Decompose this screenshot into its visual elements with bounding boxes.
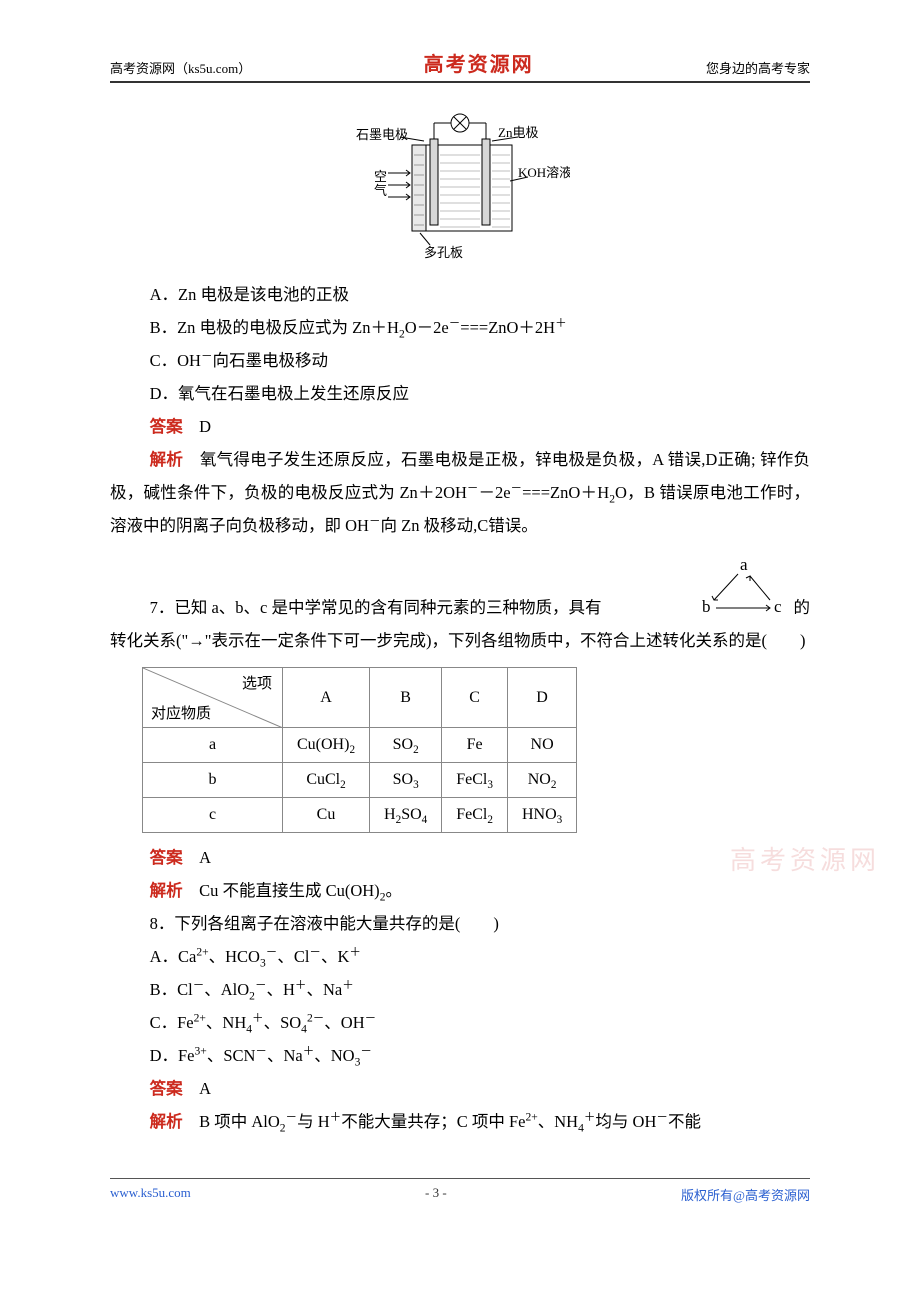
- q8-stem: 8．下列各组离子在溶液中能大量共存的是( ): [110, 907, 810, 940]
- footer-left: www.ks5u.com: [110, 1185, 191, 1204]
- q8-opt-d: D．Fe3+、SCN－、Na＋、NO3－: [110, 1039, 810, 1072]
- label-air1: 空: [374, 169, 387, 184]
- q7-answer: 答案 A: [110, 841, 810, 874]
- label-koh: KOH溶液: [518, 165, 570, 180]
- col-d: D: [507, 668, 576, 728]
- col-b: B: [370, 668, 442, 728]
- q8-opt-a: A．Ca2+、HCO3－、Cl－、K＋: [110, 940, 810, 973]
- footer-right: 版权所有@高考资源网: [681, 1185, 810, 1204]
- q6-opt-a: A．Zn 电极是该电池的正极: [110, 278, 810, 311]
- explain-label: 解析: [150, 450, 184, 469]
- label-air2: 气: [374, 183, 387, 198]
- label-porous: 多孔板: [424, 245, 463, 260]
- q7-explain: 解析 Cu 不能直接生成 Cu(OH)2。: [110, 874, 810, 907]
- q6-explain: 解析 氧气得电子发生还原反应，石墨电极是正极，锌电极是负极，A 错误,D正确; …: [110, 443, 810, 542]
- q8-explain: 解析 B 项中 AlO2－与 H＋不能大量共存；C 项中 Fe2+、NH4＋均与…: [110, 1105, 810, 1138]
- battery-svg: 石墨电极 Zn电极 KOH溶液 空 气 多孔板: [350, 111, 570, 261]
- table-row: b CuCl2 SO3 FeCl3 NO2: [143, 763, 577, 798]
- battery-diagram: 石墨电极 Zn电极 KOH溶液 空 气 多孔板: [110, 111, 810, 266]
- q6-answer: 答案 D: [110, 410, 810, 443]
- svg-text:c: c: [774, 597, 782, 616]
- label-graphite: 石墨电极: [356, 127, 408, 142]
- svg-text:a: a: [740, 556, 748, 574]
- table-diag-cell: 选项 对应物质: [143, 668, 283, 728]
- q7-triangle: a b c: [700, 556, 788, 622]
- col-a: A: [283, 668, 370, 728]
- q6-opt-b: B．Zn 电极的电极反应式为 Zn＋H2O－2e－===ZnO＋2H＋: [110, 311, 810, 344]
- footer-center: - 3 -: [425, 1185, 447, 1204]
- q7-row1: 7．已知 a、b、c 是中学常见的含有同种元素的三种物质，具有 a b c 的: [110, 556, 810, 624]
- page-footer: www.ks5u.com - 3 - 版权所有@高考资源网: [110, 1178, 810, 1204]
- label-zn: Zn电极: [498, 125, 538, 140]
- table-row: a Cu(OH)2 SO2 Fe NO: [143, 728, 577, 763]
- q7-line2: 转化关系("→"表示在一定条件下可一步完成)，下列各组物质中，不符合上述转化关系…: [110, 624, 810, 657]
- q6-opt-d: D．氧气在石墨电极上发生还原反应: [110, 377, 810, 410]
- page-header: 高考资源网（ks5u.com） 高考资源网 您身边的高考专家: [110, 48, 810, 81]
- q8-opt-c: C．Fe2+、NH4＋、SO42－、OH－: [110, 1006, 810, 1039]
- col-c: C: [442, 668, 508, 728]
- svg-text:b: b: [702, 597, 711, 616]
- q7-table: 选项 对应物质 A B C D a Cu(OH)2 SO2 Fe NO b Cu…: [142, 667, 577, 833]
- header-rule: [110, 81, 810, 83]
- answer-label: 答案: [150, 417, 183, 436]
- header-left: 高考资源网（ks5u.com）: [110, 58, 251, 77]
- q6-opt-c: C．OH－向石墨电极移动: [110, 344, 810, 377]
- header-right: 您身边的高考专家: [706, 58, 810, 77]
- q8-opt-b: B．Cl－、AlO2－、H＋、Na＋: [110, 973, 810, 1006]
- header-center-logo: 高考资源网: [424, 48, 534, 77]
- table-row: c Cu H2SO4 FeCl2 HNO3: [143, 798, 577, 833]
- q8-answer: 答案 A: [110, 1072, 810, 1105]
